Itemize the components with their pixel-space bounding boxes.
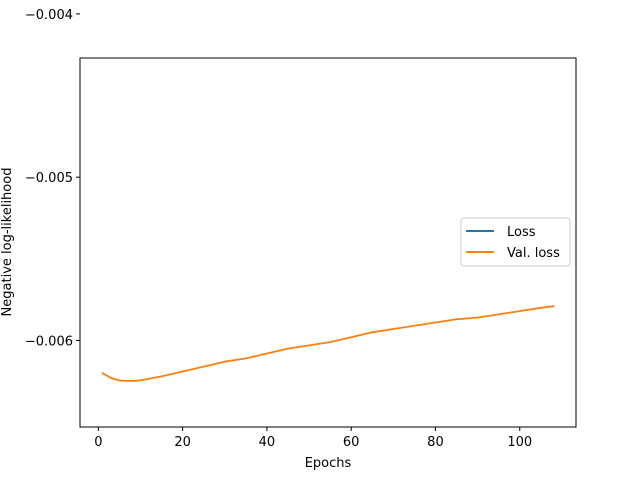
y-tick-label: −0.006 [25,334,73,349]
y-tick-label: −0.004 [25,8,73,23]
y-axis-label: Negative log-likelihood [0,168,15,317]
x-tick-label: 60 [343,435,360,450]
series-layer [101,305,555,382]
x-tick-label: 0 [94,435,102,450]
legend-label-loss: Loss [507,225,536,240]
series-line-val-loss [101,305,555,382]
plot-frame [79,57,577,428]
legend-label-val-loss: Val. loss [507,246,560,261]
x-axis-ticks: 0 20 40 60 80 100 [94,427,532,450]
legend: Loss Val. loss [460,217,571,267]
y-tick-label: −0.005 [25,171,73,186]
x-tick-label: 100 [507,435,532,450]
x-tick-label: 80 [427,435,444,450]
x-tick-label: 20 [174,435,191,450]
y-axis-ticks: −0.001−0.002−0.003−0.004−0.005−0.006 [25,8,80,349]
x-axis-label: Epochs [305,456,352,471]
x-tick-label: 40 [259,435,276,450]
